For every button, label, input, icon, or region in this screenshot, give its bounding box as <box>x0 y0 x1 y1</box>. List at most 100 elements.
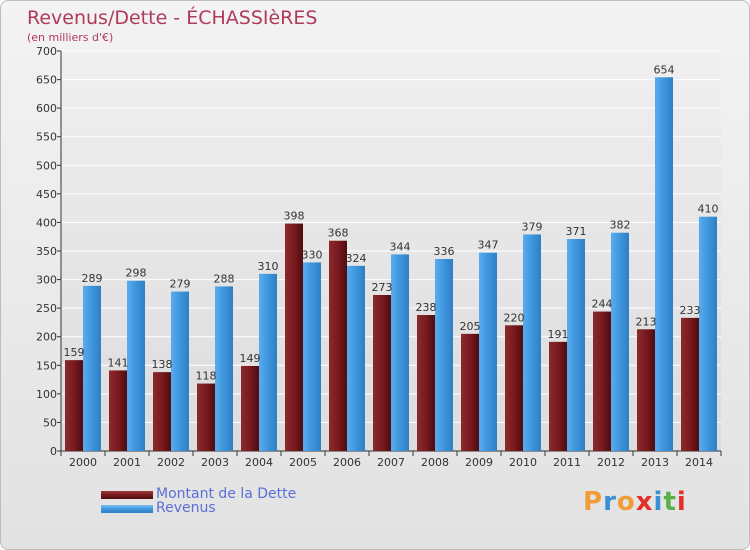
data-label-dette: 138 <box>152 358 173 371</box>
legend-label-revenus: Revenus <box>156 500 216 516</box>
y-tick-label: 300 <box>36 274 57 287</box>
bar-revenus <box>523 234 541 451</box>
y-tick-label: 550 <box>36 131 57 144</box>
data-label-revenus: 298 <box>126 267 147 280</box>
bar-revenus <box>259 273 277 451</box>
data-label-revenus: 310 <box>258 260 279 273</box>
x-tick-label: 2014 <box>685 456 713 469</box>
bar-dette <box>285 223 303 451</box>
data-label-dette: 205 <box>460 320 481 333</box>
y-tick-label: 0 <box>50 445 57 458</box>
data-label-revenus: 289 <box>82 272 103 285</box>
y-tick-label: 600 <box>36 102 57 115</box>
bar-revenus <box>303 262 321 451</box>
x-tick-label: 2009 <box>465 456 493 469</box>
bar-dette <box>637 329 655 451</box>
data-label-revenus: 279 <box>170 278 191 291</box>
data-label-revenus: 330 <box>302 248 323 261</box>
y-tick-label: 350 <box>36 245 57 258</box>
bar-dette <box>197 383 215 451</box>
data-label-dette: 118 <box>196 370 217 383</box>
bar-revenus <box>611 232 629 451</box>
bar-revenus <box>435 259 453 451</box>
y-tick-label: 700 <box>36 45 57 58</box>
logo-letter: o <box>616 487 636 517</box>
data-label-dette: 273 <box>372 281 393 294</box>
data-label-dette: 368 <box>328 227 349 240</box>
logo-letter: t <box>663 487 677 517</box>
data-label-dette: 213 <box>636 315 657 328</box>
data-label-dette: 191 <box>548 328 569 341</box>
bar-dette <box>593 311 611 451</box>
logo-letter: r <box>603 487 617 517</box>
chart-subtitle: (en milliers d'€) <box>27 31 114 44</box>
data-label-dette: 238 <box>416 301 437 314</box>
bar-revenus <box>127 280 145 451</box>
x-tick-label: 2003 <box>201 456 229 469</box>
bar-dette <box>153 372 171 451</box>
data-label-revenus: 654 <box>654 63 675 76</box>
x-tick-label: 2007 <box>377 456 405 469</box>
x-tick-label: 2000 <box>69 456 97 469</box>
x-tick-label: 2013 <box>641 456 669 469</box>
bar-dette <box>549 341 567 451</box>
bar-dette <box>681 317 699 451</box>
data-label-revenus: 336 <box>434 245 455 258</box>
bar-dette <box>373 295 391 451</box>
y-tick-label: 150 <box>36 359 57 372</box>
data-label-revenus: 379 <box>522 220 543 233</box>
bar-revenus <box>479 252 497 451</box>
bar-revenus <box>699 216 717 451</box>
logo-letter: x <box>635 487 654 517</box>
bar-revenus <box>171 291 189 451</box>
x-tick-label: 2008 <box>421 456 449 469</box>
x-tick-label: 2002 <box>157 456 185 469</box>
chart-title: Revenus/Dette - ÉCHASSIèRES <box>27 7 318 29</box>
data-label-revenus: 347 <box>478 239 499 252</box>
data-label-revenus: 371 <box>566 225 587 238</box>
x-tick-label: 2011 <box>553 456 581 469</box>
logo-letter: i <box>676 487 687 517</box>
bar-revenus <box>83 285 101 451</box>
x-tick-label: 2010 <box>509 456 537 469</box>
y-tick-label: 100 <box>36 388 57 401</box>
data-label-dette: 159 <box>64 346 85 359</box>
bar-revenus <box>391 254 409 451</box>
y-tick-label: 50 <box>43 416 57 429</box>
legend-swatch-dette <box>101 491 153 499</box>
data-label-revenus: 344 <box>390 240 411 253</box>
y-tick-label: 200 <box>36 331 57 344</box>
x-tick-label: 2005 <box>289 456 317 469</box>
bar-dette <box>109 370 127 451</box>
data-label-revenus: 324 <box>346 252 367 265</box>
data-label-dette: 141 <box>108 356 129 369</box>
y-tick-label: 650 <box>36 74 57 87</box>
bar-dette <box>329 240 347 451</box>
y-tick-label: 450 <box>36 188 57 201</box>
x-tick-label: 2001 <box>113 456 141 469</box>
bar-dette <box>505 325 523 451</box>
bar-revenus <box>347 265 365 451</box>
data-label-revenus: 382 <box>610 219 631 232</box>
bar-dette <box>65 360 83 451</box>
proxiti-logo: Proxiti <box>583 487 687 517</box>
bar-dette <box>417 315 435 451</box>
y-tick-label: 400 <box>36 216 57 229</box>
bar-revenus <box>215 286 233 451</box>
data-label-dette: 233 <box>680 304 701 317</box>
data-label-revenus: 288 <box>214 272 235 285</box>
logo-letter: P <box>583 487 604 517</box>
bar-dette <box>461 333 479 451</box>
data-label-dette: 149 <box>240 352 261 365</box>
y-tick-label: 500 <box>36 159 57 172</box>
legend-label-dette: Montant de la Dette <box>156 486 297 502</box>
x-tick-label: 2006 <box>333 456 361 469</box>
data-label-dette: 398 <box>284 210 305 223</box>
data-label-dette: 220 <box>504 311 525 324</box>
bar-dette <box>241 365 259 451</box>
data-label-revenus: 410 <box>698 203 719 216</box>
y-tick-label: 250 <box>36 302 57 315</box>
x-tick-label: 2012 <box>597 456 625 469</box>
